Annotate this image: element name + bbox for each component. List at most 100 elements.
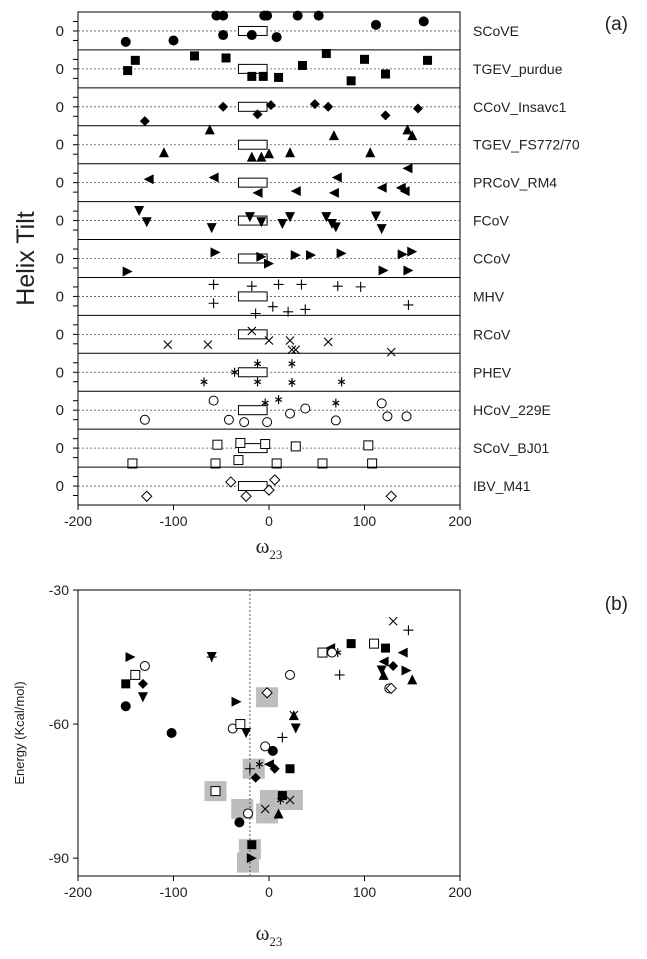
row-zero-label: 0: [56, 440, 64, 457]
data-point: [403, 265, 414, 276]
data-point: [273, 808, 284, 819]
data-point: [208, 172, 219, 183]
data-point: [386, 347, 396, 357]
data-point: [407, 674, 418, 685]
data-point: [203, 340, 213, 349]
data-point: [212, 439, 223, 450]
data-point: [412, 103, 423, 114]
row-label: MHV: [473, 288, 505, 304]
x-tick-label: -100: [159, 513, 187, 529]
data-point: [323, 337, 333, 347]
panel-a-helix-tilt-chart: 0 SCoVE 0 TGEV_purdue 0 CCoV_Insavc1 0 TGEV_FS7…: [12, 10, 628, 562]
data-point: [289, 710, 299, 720]
data-point: [134, 206, 145, 217]
data-point: [190, 51, 200, 61]
data-point: [166, 728, 177, 738]
row-zero-label: 0: [56, 99, 64, 116]
data-point: [242, 808, 253, 819]
panel-label-b: (b): [605, 594, 628, 615]
data-point: [370, 19, 381, 30]
reference-box: [237, 253, 268, 264]
data-point: [397, 249, 408, 260]
data-point: [255, 759, 264, 769]
data-point: [423, 55, 433, 65]
row-tgev-fs772-70: 0 TGEV_FS772/70: [56, 124, 580, 162]
data-point: [218, 10, 229, 21]
x-tick-label: 100: [353, 884, 377, 900]
x-axis-symbol: ω: [256, 534, 270, 558]
data-point: [139, 660, 150, 671]
data-point: [264, 336, 274, 345]
row-label: TGEV_FS772/70: [473, 137, 580, 153]
data-point: [285, 336, 295, 345]
data-point: [252, 187, 263, 198]
data-point: [288, 359, 296, 369]
data-point: [370, 211, 381, 222]
row-label: CCoV: [473, 251, 511, 267]
data-point: [346, 639, 356, 649]
data-point: [382, 411, 393, 422]
data-point: [267, 301, 278, 312]
data-point: [330, 415, 341, 426]
data-point: [287, 345, 297, 355]
data-point: [378, 669, 389, 680]
data-point: [277, 732, 288, 743]
y-tick-label: -90: [49, 850, 69, 866]
data-point: [231, 696, 242, 707]
row-rcov: 0 RCoV: [56, 314, 511, 357]
row-zero-label: 0: [56, 251, 64, 268]
x-tick-label: -100: [159, 884, 187, 900]
row-zero-label: 0: [56, 326, 64, 343]
data-point: [260, 439, 271, 450]
data-point: [355, 281, 366, 292]
data-point: [231, 367, 239, 377]
data-point: [247, 71, 257, 81]
data-point: [204, 124, 215, 135]
data-point: [241, 728, 252, 738]
data-point: [378, 265, 389, 276]
reference-box: [237, 405, 268, 416]
data-point: [285, 147, 296, 158]
row-tgev-purdue: 0 TGEV_purdue: [56, 49, 563, 86]
data-point: [296, 279, 307, 290]
data-point: [330, 222, 341, 233]
data-point: [233, 455, 244, 466]
data-point: [246, 151, 257, 162]
data-point: [313, 10, 324, 21]
data-point: [388, 660, 399, 671]
data-point: [260, 741, 271, 752]
data-point: [378, 656, 389, 667]
data-point: [210, 247, 221, 258]
data-points: [120, 616, 418, 864]
data-point: [271, 458, 282, 469]
data-point: [139, 116, 150, 127]
data-point: [208, 395, 219, 406]
x-tick-label: 100: [353, 513, 377, 529]
data-point: [376, 224, 387, 235]
data-point: [130, 55, 140, 65]
data-point: [158, 147, 169, 158]
data-point: [288, 378, 296, 388]
x-tick-label: -200: [64, 513, 92, 529]
data-point: [250, 772, 261, 783]
data-point: [200, 377, 208, 387]
data-point: [141, 217, 152, 228]
data-point: [285, 669, 296, 680]
data-point: [253, 359, 262, 369]
data-point: [264, 258, 274, 269]
x-axis-title: ω23: [256, 534, 283, 562]
data-point: [260, 804, 270, 814]
data-point: [137, 692, 148, 703]
data-point: [385, 490, 397, 502]
data-point: [403, 299, 414, 310]
data-point: [125, 652, 136, 663]
row-label: SCoVE: [473, 23, 519, 39]
data-point: [206, 652, 217, 663]
data-point: [369, 638, 380, 649]
row-label: PRCoV_RM4: [473, 175, 557, 191]
data-point: [360, 54, 369, 64]
data-point: [258, 71, 268, 81]
data-point: [332, 281, 343, 292]
row-scove: 0 SCoVE: [56, 10, 519, 47]
data-point: [240, 490, 252, 502]
